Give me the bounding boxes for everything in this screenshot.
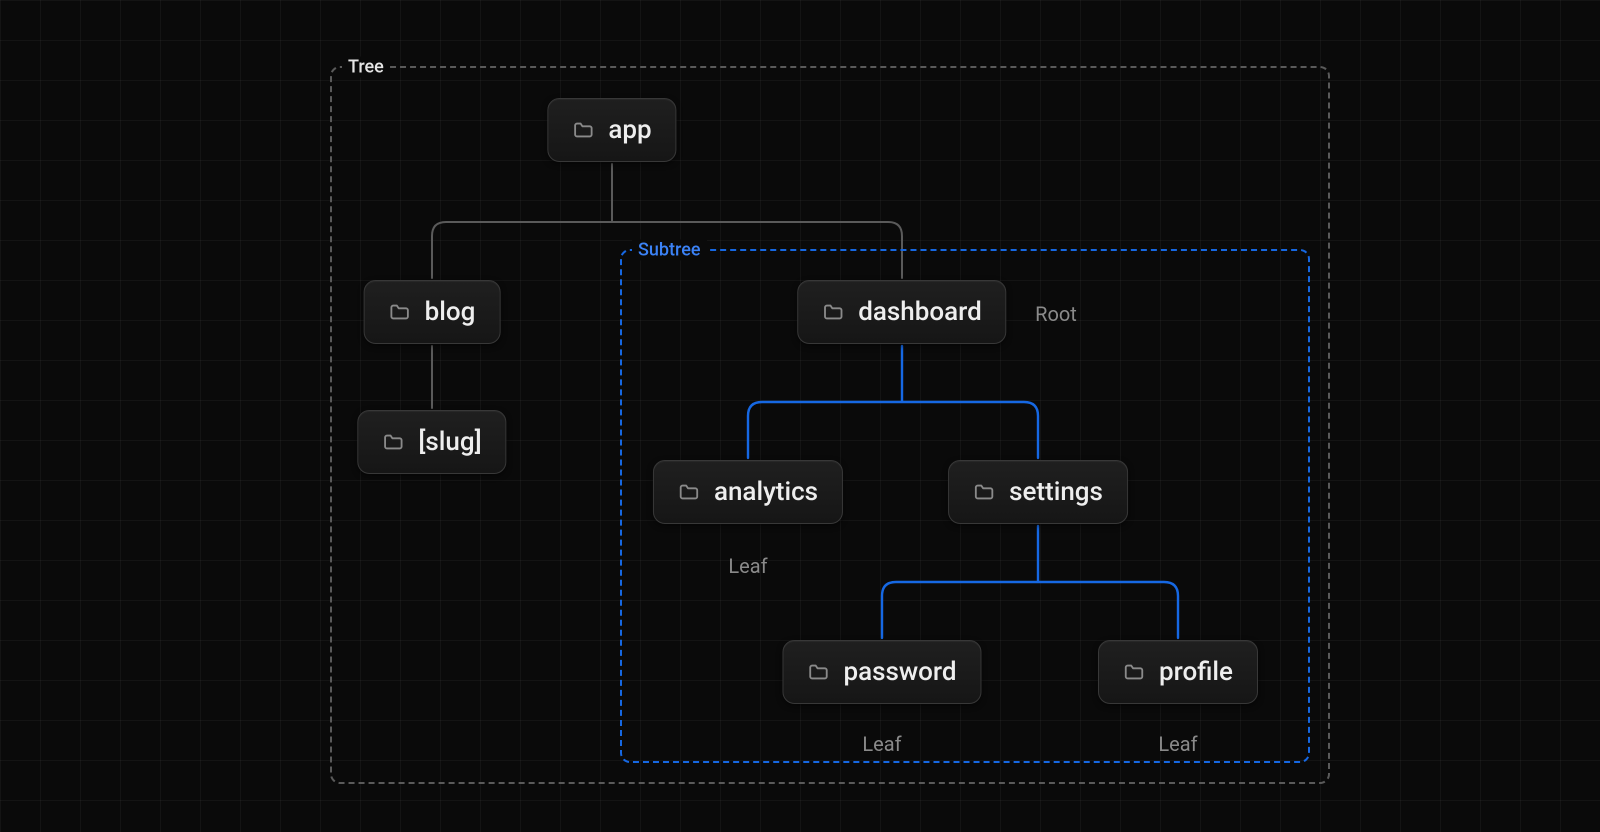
node-label: password (843, 657, 956, 687)
folder-icon (807, 661, 829, 683)
node-password: password (782, 640, 981, 704)
folder-icon (572, 119, 594, 141)
node-settings: settings (948, 460, 1128, 524)
folder-icon (678, 481, 700, 503)
folder-icon (382, 431, 404, 453)
node-app: app (547, 98, 676, 162)
node-label: profile (1159, 657, 1233, 687)
folder-icon (822, 301, 844, 323)
node-label: dashboard (858, 297, 981, 327)
node-label: blog (425, 297, 476, 327)
node-label: analytics (714, 477, 818, 507)
subtree-container-label: Subtree (632, 240, 707, 261)
annotation-root: Root (1035, 302, 1077, 326)
annotation-leaf: Leaf (862, 732, 901, 756)
node-label: settings (1009, 477, 1103, 507)
node-profile: profile (1098, 640, 1258, 704)
node-label: [slug] (418, 427, 481, 457)
node-blog: blog (364, 280, 501, 344)
annotation-leaf: Leaf (728, 554, 767, 578)
diagram-stage: Tree Subtree app blog [slug] dashboard a… (0, 0, 1600, 832)
node-dashboard: dashboard (797, 280, 1006, 344)
folder-icon (389, 301, 411, 323)
folder-icon (1123, 661, 1145, 683)
node-slug: [slug] (357, 410, 506, 474)
tree-container-label: Tree (342, 57, 390, 78)
annotation-leaf: Leaf (1158, 732, 1197, 756)
node-label: app (608, 115, 651, 145)
folder-icon (973, 481, 995, 503)
node-analytics: analytics (653, 460, 843, 524)
